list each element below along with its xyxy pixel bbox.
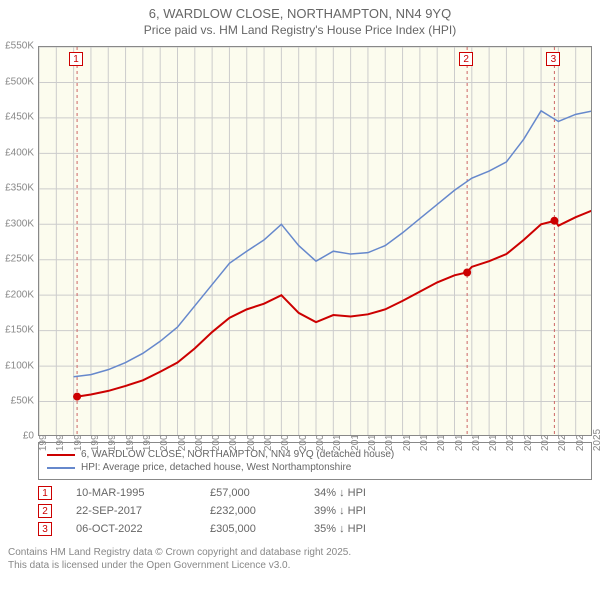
- transaction-badge: 3: [38, 522, 52, 536]
- chart-container: 6, WARDLOW CLOSE, NORTHAMPTON, NN4 9YQ P…: [0, 0, 600, 590]
- footnote: Contains HM Land Registry data © Crown c…: [8, 546, 592, 572]
- y-tick-label: £150K: [5, 325, 34, 336]
- transaction-price: £57,000: [210, 487, 290, 499]
- y-tick-label: £350K: [5, 183, 34, 194]
- y-tick-label: £50K: [11, 396, 34, 407]
- legend-item: 6, WARDLOW CLOSE, NORTHAMPTON, NN4 9YQ (…: [47, 449, 583, 460]
- transaction-diff: 34% ↓ HPI: [314, 487, 394, 499]
- transaction-diff: 35% ↓ HPI: [314, 523, 394, 535]
- transaction-badge: 1: [38, 486, 52, 500]
- transaction-price: £232,000: [210, 505, 290, 517]
- y-tick-label: £450K: [5, 112, 34, 123]
- y-tick-label: £400K: [5, 147, 34, 158]
- footnote-line: This data is licensed under the Open Gov…: [8, 559, 592, 572]
- titles: 6, WARDLOW CLOSE, NORTHAMPTON, NN4 9YQ P…: [0, 0, 600, 38]
- transaction-date: 06-OCT-2022: [76, 523, 186, 535]
- chart-title: 6, WARDLOW CLOSE, NORTHAMPTON, NN4 9YQ: [0, 6, 600, 23]
- y-tick-label: £100K: [5, 360, 34, 371]
- transaction-row: 3 06-OCT-2022 £305,000 35% ↓ HPI: [38, 522, 592, 536]
- footnote-line: Contains HM Land Registry data © Crown c…: [8, 546, 592, 559]
- y-tick-label: £200K: [5, 289, 34, 300]
- transactions-table: 1 10-MAR-1995 £57,000 34% ↓ HPI 2 22-SEP-2017…: [38, 486, 592, 536]
- y-tick-label: £300K: [5, 218, 34, 229]
- chart-subtitle: Price paid vs. HM Land Registry's House …: [0, 23, 600, 39]
- transaction-row: 2 22-SEP-2017 £232,000 39% ↓ HPI: [38, 504, 592, 518]
- transaction-badge: 2: [38, 504, 52, 518]
- legend-label: HPI: Average price, detached house, West…: [81, 462, 351, 473]
- transaction-date: 22-SEP-2017: [76, 505, 186, 517]
- marker-badge: 2: [459, 52, 473, 66]
- transaction-price: £305,000: [210, 523, 290, 535]
- x-tick-label: 2025: [592, 429, 600, 451]
- y-tick-label: £550K: [5, 41, 34, 52]
- y-tick-label: £0: [23, 431, 34, 442]
- y-tick-label: £250K: [5, 254, 34, 265]
- marker-badge: 3: [546, 52, 560, 66]
- transaction-row: 1 10-MAR-1995 £57,000 34% ↓ HPI: [38, 486, 592, 500]
- marker-badge: 1: [69, 52, 83, 66]
- plot-area: £0£50K£100K£150K£200K£250K£300K£350K£400…: [38, 46, 592, 436]
- legend-swatch: [47, 467, 75, 469]
- legend-swatch: [47, 454, 75, 456]
- transaction-date: 10-MAR-1995: [76, 487, 186, 499]
- legend-item: HPI: Average price, detached house, West…: [47, 462, 583, 473]
- y-tick-label: £500K: [5, 76, 34, 87]
- legend-label: 6, WARDLOW CLOSE, NORTHAMPTON, NN4 9YQ (…: [81, 449, 394, 460]
- transaction-diff: 39% ↓ HPI: [314, 505, 394, 517]
